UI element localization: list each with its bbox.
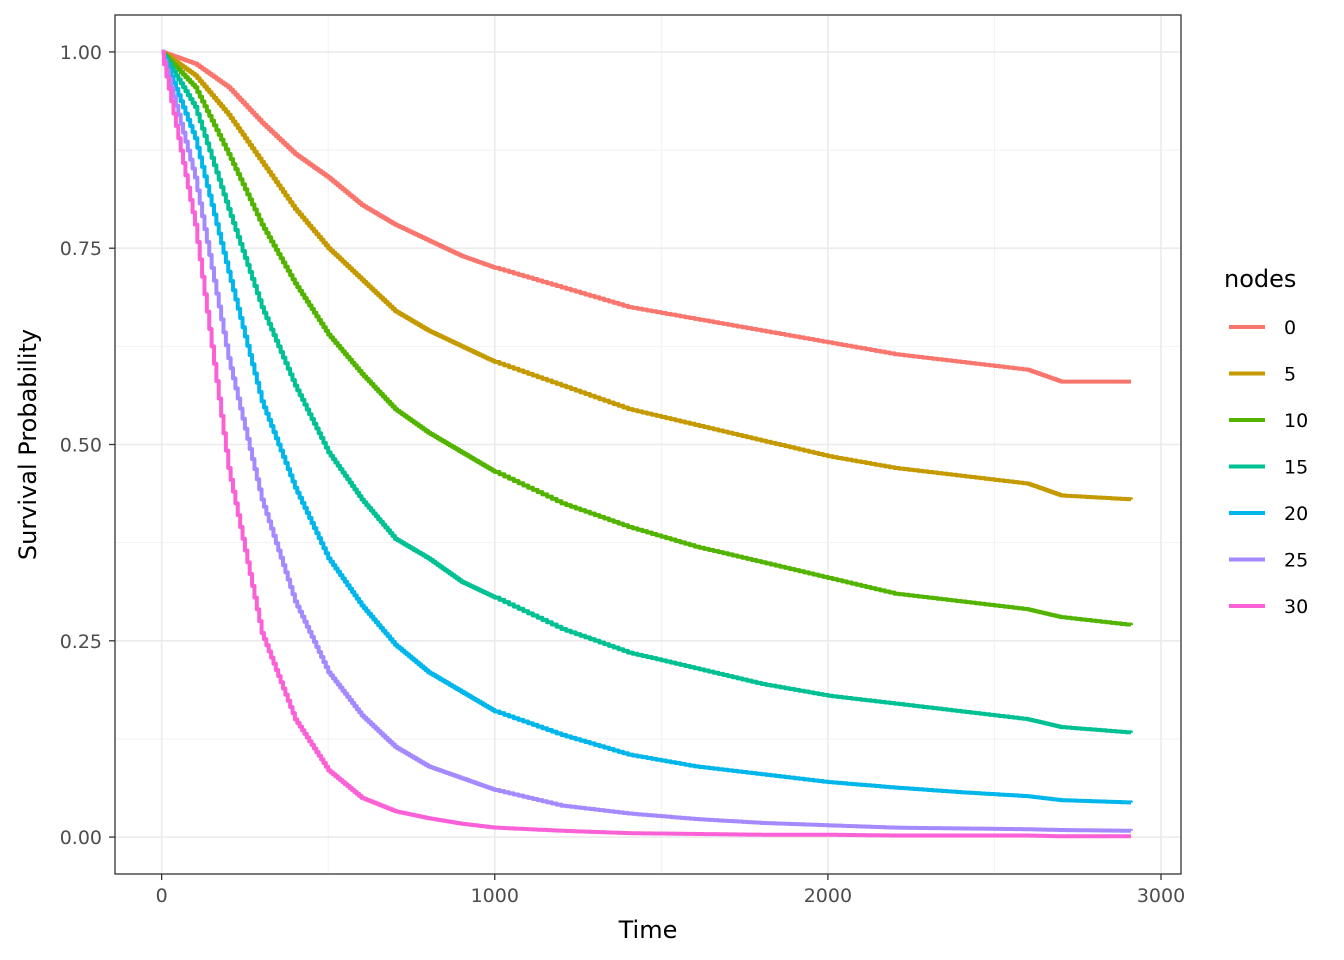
series-line-20: [161, 49, 1134, 805]
legend-label-30: 30: [1284, 596, 1308, 618]
legend-label-20: 20: [1284, 503, 1308, 525]
y-axis: 0.00 0.25 0.50 0.75 1.00: [60, 42, 115, 849]
x-tick-label: 0: [156, 885, 168, 907]
plot-area: [114, 14, 1182, 875]
x-axis: 0 1000 2000 3000: [156, 874, 1185, 907]
legend: nodes 0 5 10 15 20 25 30: [1224, 265, 1308, 618]
series-lines: [161, 49, 1134, 839]
grid-major: [115, 15, 1181, 874]
y-axis-title: Survival Probability: [14, 329, 42, 560]
x-tick-label: 3000: [1137, 885, 1185, 907]
series-line-5: [161, 49, 1134, 502]
series-line-10: [161, 49, 1134, 627]
series-line-0: [161, 49, 1132, 384]
legend-items: 0 5 10 15 20 25 30: [1229, 317, 1308, 618]
series-line-15: [161, 49, 1134, 735]
legend-label-25: 25: [1284, 550, 1308, 572]
y-tick-label: 0.00: [60, 827, 102, 849]
legend-label-0: 0: [1284, 317, 1296, 339]
series-line-30: [161, 49, 1132, 839]
y-tick-label: 0.25: [60, 631, 102, 653]
x-tick-label: 2000: [804, 885, 852, 907]
y-tick-label: 1.00: [60, 42, 102, 64]
legend-label-15: 15: [1284, 457, 1308, 479]
legend-label-5: 5: [1284, 364, 1296, 386]
legend-title: nodes: [1224, 265, 1296, 293]
x-tick-label: 1000: [471, 885, 519, 907]
series-line-25: [161, 49, 1134, 833]
x-axis-title: Time: [618, 916, 678, 944]
y-tick-label: 0.50: [60, 435, 102, 457]
legend-label-10: 10: [1284, 410, 1308, 432]
y-tick-label: 0.75: [60, 238, 102, 260]
